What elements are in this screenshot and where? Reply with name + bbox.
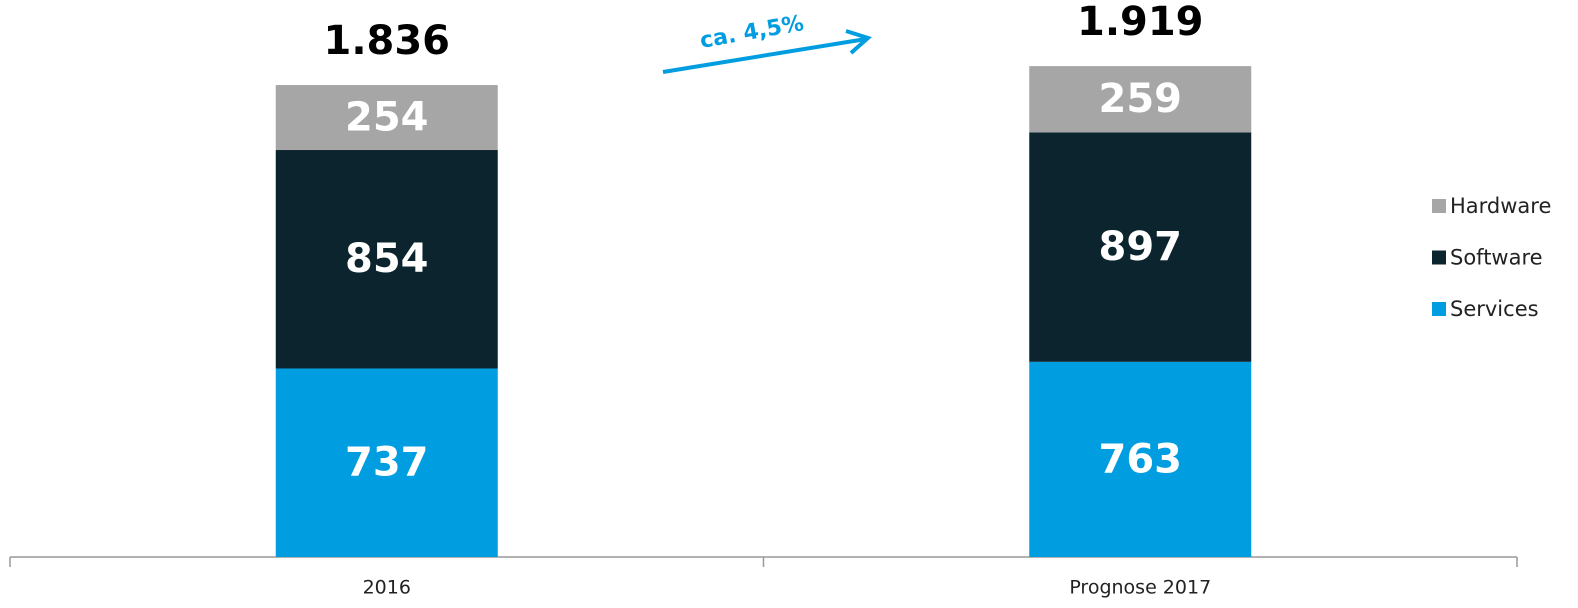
total-label: 1.836: [323, 18, 450, 64]
bar-segment: [1029, 361, 1252, 557]
legend-swatch: [1432, 302, 1446, 316]
segment-label: 737: [345, 440, 429, 486]
segment-label: 254: [345, 95, 429, 141]
segment-label: 897: [1099, 224, 1183, 270]
bar-segment: [275, 150, 498, 369]
bar-segment: [1029, 132, 1252, 362]
segment-label: 259: [1099, 76, 1183, 122]
growth-annotation: ca. 4,5%: [698, 11, 806, 54]
legend-label: Services: [1450, 297, 1539, 321]
bar-segment: [275, 85, 498, 151]
growth-arrow-head: [845, 29, 872, 55]
segment-label: 854: [345, 236, 429, 282]
legend-swatch: [1432, 250, 1446, 265]
total-label: 1.919: [1077, 0, 1204, 45]
legend-label: Hardware: [1450, 194, 1551, 218]
bar-segment: [1029, 66, 1252, 133]
legend-swatch: [1432, 199, 1446, 213]
segment-label: 763: [1099, 436, 1183, 482]
bar-segment: [275, 368, 498, 557]
growth-arrow: [662, 37, 867, 74]
legend-label: Software: [1450, 246, 1543, 270]
x-tick-label: Prognose 2017: [1069, 577, 1211, 599]
x-tick-label: 2016: [363, 577, 411, 599]
